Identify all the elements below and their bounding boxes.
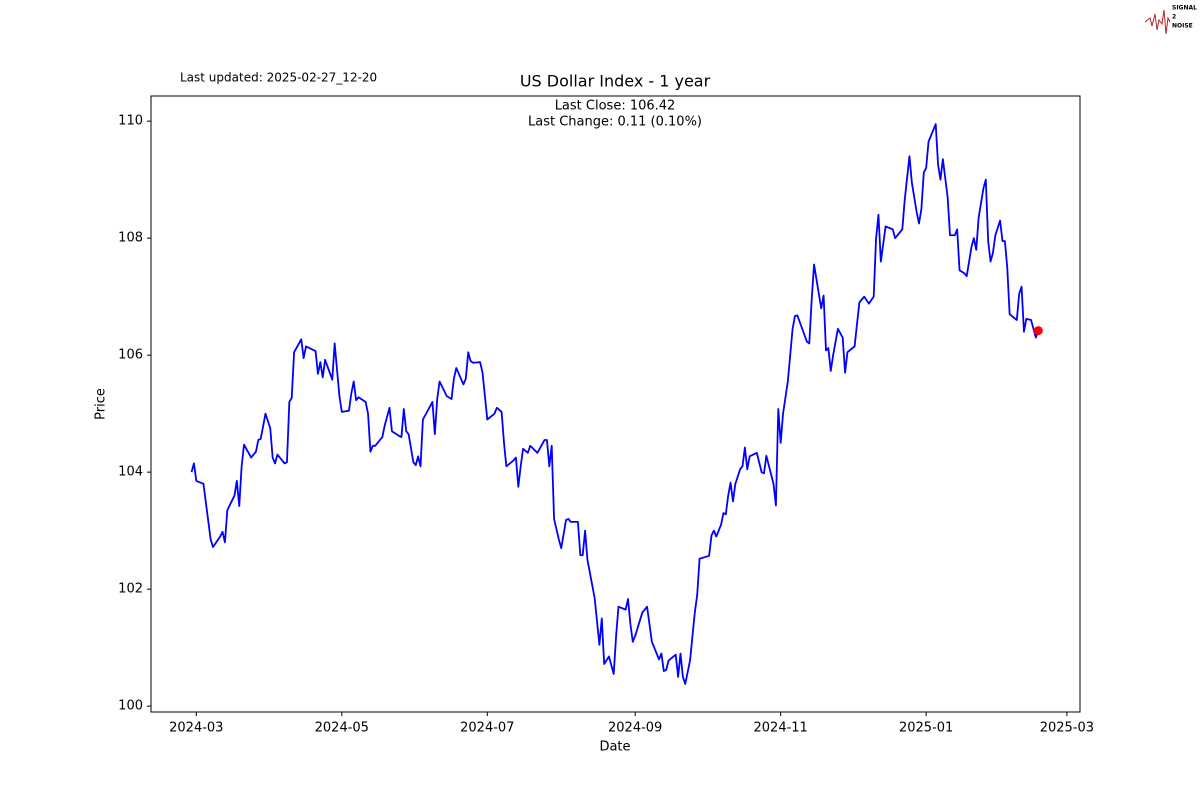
- x-axis-label: Date: [599, 740, 630, 755]
- x-tick-label: 2024-05: [315, 721, 369, 736]
- x-tick-label: 2025-01: [899, 721, 953, 736]
- logo: SIGNAL 2 NOISE: [1144, 5, 1197, 35]
- price-line: [190, 123, 1040, 685]
- y-tick-label: 102: [118, 582, 143, 597]
- chart-title: US Dollar Index - 1 year: [520, 72, 711, 91]
- x-tick-label: 2025-03: [1040, 721, 1094, 736]
- y-axis-label: Price: [94, 388, 109, 420]
- logo-text: SIGNAL: [1172, 5, 1197, 12]
- annotation: Last Change: 0.11 (0.10%): [528, 115, 702, 130]
- y-tick-label: 104: [118, 465, 143, 480]
- logo-text: NOISE: [1172, 23, 1193, 30]
- logo-text: 2: [1172, 14, 1176, 21]
- y-tick-label: 108: [118, 231, 143, 246]
- plot-frame: [150, 95, 1081, 713]
- last-updated: Last updated: 2025-02-27_12-20: [180, 71, 377, 85]
- logo-wave: [1144, 9, 1171, 35]
- y-tick-label: 110: [118, 114, 143, 129]
- last-point: [1033, 326, 1043, 336]
- x-tick-label: 2024-03: [169, 721, 223, 736]
- y-tick-label: 106: [118, 348, 143, 363]
- x-tick-label: 2024-09: [608, 721, 662, 736]
- y-tick-label: 100: [118, 699, 143, 714]
- annotation: Last Close: 106.42: [555, 99, 676, 114]
- x-tick-label: 2024-07: [460, 721, 514, 736]
- x-tick-label: 2024-11: [754, 721, 808, 736]
